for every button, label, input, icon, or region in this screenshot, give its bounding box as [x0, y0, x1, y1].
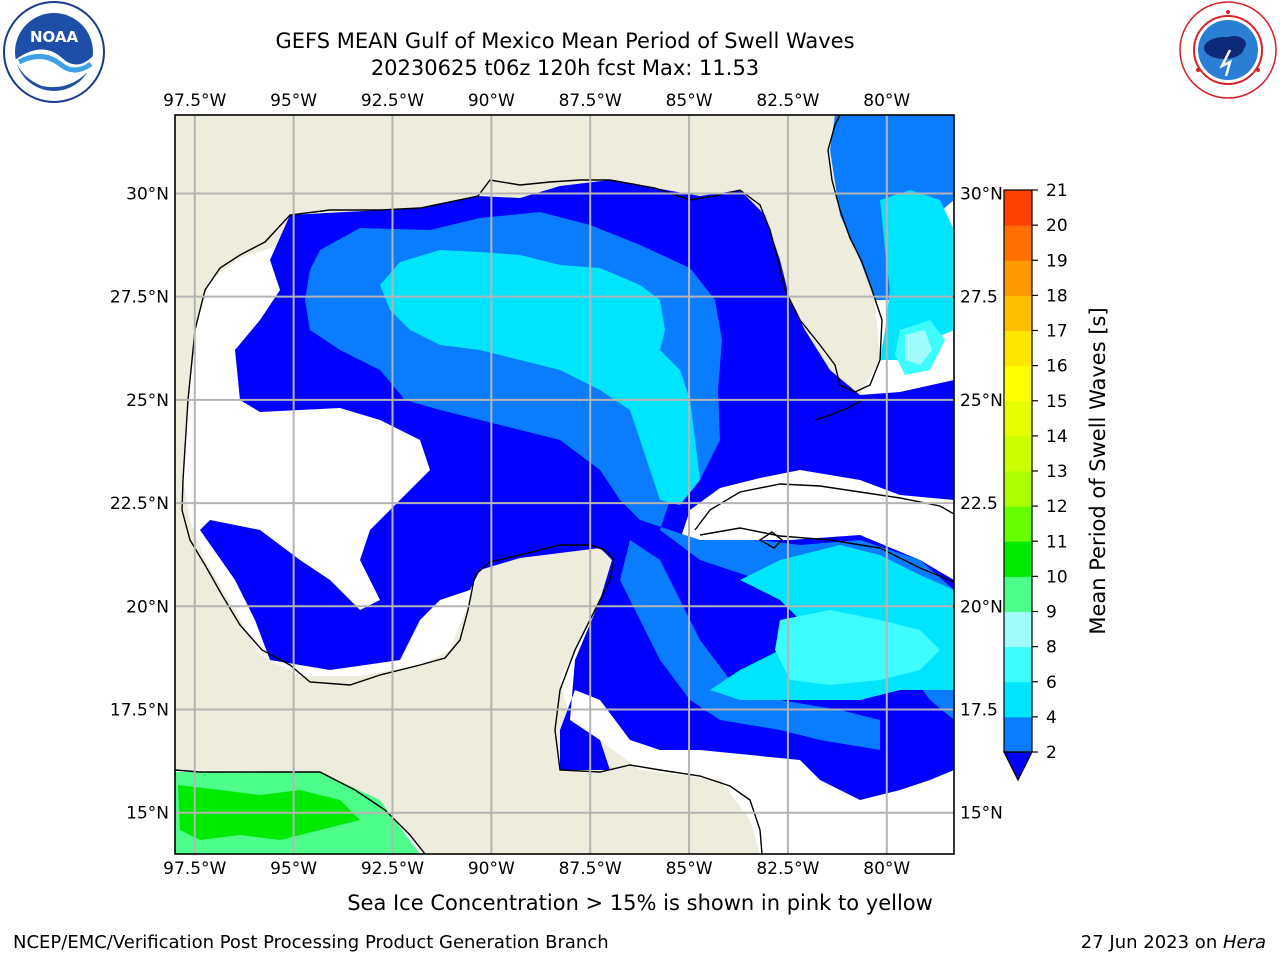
colorbar-segment: [1004, 716, 1032, 753]
lat-tick-label-right: 30°N: [960, 184, 1003, 204]
coast-mexico: [181, 479, 763, 854]
lat-ticks-left: 30°N 27.5°N 25°N 22.5°N 20°N 17.5°N 15°N: [110, 184, 169, 823]
colorbar-segment: [1004, 611, 1032, 648]
lon-tick-label-top: 97.5°W: [163, 91, 226, 111]
lon-tick-label-top: 92.5°W: [361, 91, 424, 111]
noaa-logo-text: NOAA: [30, 28, 79, 46]
lat-tick-label-right: 20°N: [960, 597, 1003, 617]
coast-cuba-south: [699, 527, 954, 583]
colorbar-segment: [1004, 400, 1032, 437]
lon-tick-label-bottom: 92.5°W: [361, 859, 424, 879]
gridlines: [175, 115, 954, 854]
plot-subtitle: 20230625 t06z 120h fcst Max: 11.53: [370, 56, 760, 80]
noaa-logo: NOAA: [3, 1, 105, 103]
map-frame: [174, 114, 955, 855]
colorbar-tick-label: 20: [1046, 216, 1068, 236]
lat-tick-label-left: 22.5°N: [110, 494, 169, 514]
lat-tick-label-right: 15°N: [960, 804, 1003, 824]
colorbar-segment: [1004, 435, 1032, 472]
colorbar-segment: [1004, 681, 1032, 718]
colorbar-tick-label: 8: [1046, 638, 1057, 658]
lon-ticks-top: 97.5°W 95°W 92.5°W 90°W 87.5°W 85°W 82.5°W 80°W: [163, 91, 910, 111]
lat-tick-label-right: 22.5: [960, 494, 998, 514]
swell-band-8-9: [905, 330, 932, 365]
lon-tick-label-top: 80°W: [863, 91, 910, 111]
lon-tick-label-bottom: 90°W: [468, 859, 515, 879]
lat-ticks-right: 30°N 27.5 25°N 22.5 20°N 17.5 15°N: [960, 184, 1003, 823]
lat-tick-label-left: 17.5°N: [110, 701, 169, 721]
coast-us-gulf: [182, 179, 741, 481]
colorbar-tick-label: 12: [1046, 497, 1068, 517]
lon-tick-label-bottom: 95°W: [270, 859, 317, 879]
lat-tick-label-left: 27.5°N: [110, 288, 169, 308]
lon-tick-label-bottom: 97.5°W: [163, 859, 226, 879]
colorbar-segment: [1004, 295, 1032, 331]
swell-band-4-6: [380, 190, 954, 700]
coast-central-america-pacific: [175, 769, 426, 854]
sea-ice-note: Sea Ice Concentration > 15% is shown in …: [347, 891, 933, 915]
colorbar-tick-label: 11: [1046, 532, 1068, 552]
colorbar-segment: [1004, 576, 1032, 612]
colorbar-tick-label: 19: [1046, 251, 1068, 271]
colorbar-segment: [1004, 506, 1032, 542]
lon-tick-label-top: 85°W: [666, 91, 713, 111]
lon-ticks-bottom: 97.5°W 95°W 92.5°W 90°W 87.5°W 85°W 82.5°W 80°W: [163, 859, 910, 879]
footer-date: 27 Jun 2023 on Hera: [1081, 932, 1266, 953]
colorbar-tick-label: 4: [1046, 708, 1057, 728]
footer-host: Hera: [1222, 932, 1266, 953]
lon-tick-label-bottom: 80°W: [863, 859, 910, 879]
colorbar-segment: [1004, 365, 1032, 402]
colorbar-tick-label: 9: [1046, 603, 1057, 623]
colorbar-tick-label: 18: [1046, 286, 1068, 306]
colorbar-tick-label: 16: [1046, 357, 1068, 377]
colorbar-segment: [1004, 646, 1032, 683]
map-area: [175, 115, 954, 854]
colorbar-tick-label: 2: [1046, 743, 1057, 763]
lon-tick-label-top: 82.5°W: [756, 91, 819, 111]
footer-credit: NCEP/EMC/Verification Post Processing Pr…: [13, 932, 609, 953]
colorbar-segment: [1004, 471, 1032, 507]
colorbar: 2 4 6 8 9 10 11 12 13 14 15 16 17 18 19 20 21: [1003, 181, 1068, 782]
colorbar-segment: [1004, 330, 1032, 367]
lon-tick-label-bottom: 82.5°W: [756, 859, 819, 879]
lat-tick-label-left: 20°N: [126, 597, 169, 617]
colorbar-tick-label: 6: [1046, 673, 1057, 693]
lat-tick-label-left: 25°N: [126, 391, 169, 411]
lat-tick-label-left: 30°N: [126, 184, 169, 204]
colorbar-tick-label: 17: [1046, 322, 1068, 342]
colorbar-tick-label: 13: [1046, 462, 1068, 482]
colorbar-tick-label: 21: [1046, 181, 1068, 201]
colorbar-tick-label: 15: [1046, 392, 1068, 412]
lon-tick-label-top: 95°W: [270, 91, 317, 111]
colorbar-segment: [1004, 260, 1032, 296]
colorbar-label: Mean Period of Swell Waves [s]: [1086, 307, 1110, 634]
colorbar-extend-arrow: [1003, 751, 1033, 782]
lon-tick-label-bottom: 87.5°W: [559, 859, 622, 879]
plot-title: GEFS MEAN Gulf of Mexico Mean Period of …: [275, 29, 855, 53]
coast-isle-youth: [758, 531, 784, 549]
coast-florida-keys: [814, 399, 863, 421]
lat-tick-label-right: 25°N: [960, 391, 1003, 411]
colorbar-tick-label: 10: [1046, 567, 1068, 587]
lon-tick-label-bottom: 85°W: [666, 859, 713, 879]
coast-florida: [739, 115, 883, 393]
lat-tick-label-right: 27.5: [960, 288, 998, 308]
footer-date-text: 27 Jun 2023 on: [1080, 932, 1223, 953]
lon-tick-label-top: 87.5°W: [559, 91, 622, 111]
lat-tick-label-right: 17.5: [960, 701, 998, 721]
colorbar-segment: [1004, 190, 1032, 226]
nws-logo: [1179, 1, 1277, 99]
colorbar-tick-label: 14: [1046, 427, 1068, 447]
lon-tick-label-top: 90°W: [468, 91, 515, 111]
lat-tick-label-left: 15°N: [126, 804, 169, 824]
swell-band-6-8: [775, 320, 945, 685]
colorbar-segment: [1004, 225, 1032, 261]
colorbar-segment: [1004, 541, 1032, 577]
